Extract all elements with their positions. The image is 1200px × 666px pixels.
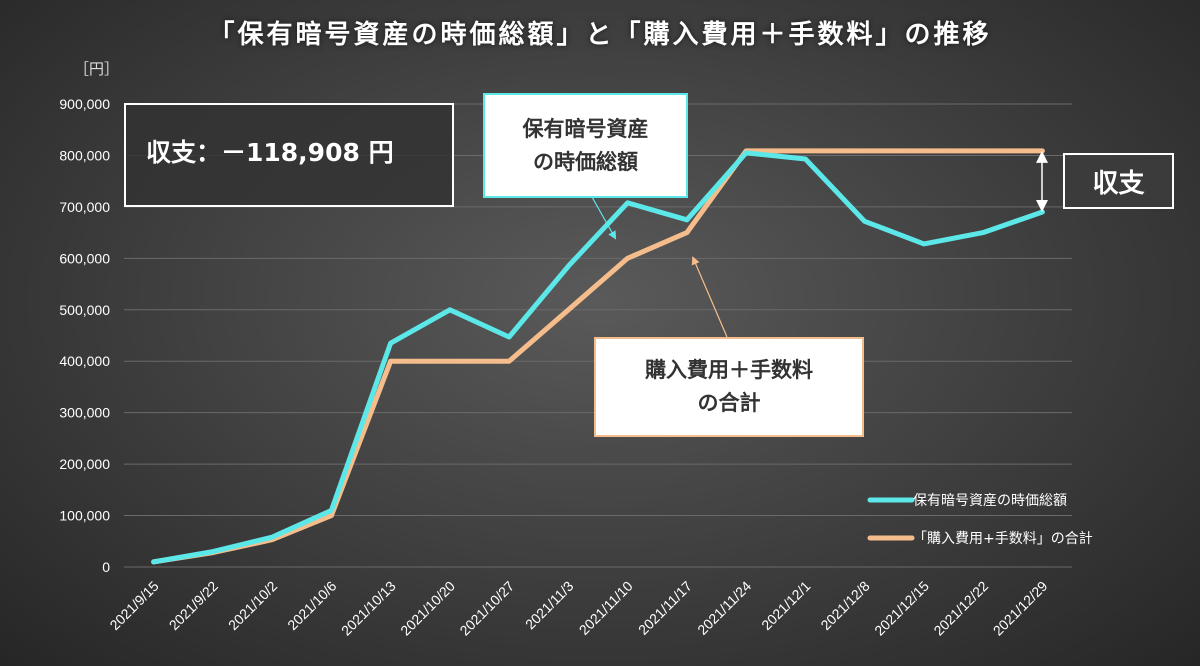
y-tick-label: 600,000: [59, 250, 110, 266]
x-tick-label: 2021/9/15: [106, 578, 162, 634]
x-tick-label: 2021/12/1: [758, 578, 814, 634]
cost-callout: 購入費用＋手数料 の合計: [594, 337, 864, 437]
y-tick-label: 700,000: [59, 199, 110, 215]
x-tick-label: 2021/11/17: [635, 578, 695, 638]
x-tick-label: 2021/11/3: [522, 578, 577, 633]
x-tick-label: 2021/10/2: [225, 578, 281, 634]
x-tick-label: 2021/12/15: [871, 578, 932, 639]
assets-pointer-arrow: [591, 196, 617, 240]
y-tick-label: 400,000: [59, 353, 110, 369]
series-lines: [151, 148, 1045, 565]
cost-pointer-arrow: [691, 256, 728, 338]
y-axis-unit: ［円］: [74, 60, 120, 78]
x-tick-label: 2021/11/24: [694, 578, 754, 638]
series-line-assets: [151, 150, 1045, 565]
x-tick-label: 2021/12/29: [990, 578, 1051, 639]
x-tick-label: 2021/12/22: [930, 578, 991, 639]
legend-label: 「購入費用+手数料」の合計: [913, 531, 1093, 547]
x-tick-label: 2021/10/13: [338, 578, 399, 639]
x-tick-label: 2021/10/27: [456, 578, 517, 639]
callout-pointers: [591, 150, 1048, 338]
legend: 保有暗号資産の時価総額「購入費用+手数料」の合計: [867, 493, 1093, 547]
x-tick-label: 2021/10/6: [284, 578, 340, 634]
y-tick-label: 500,000: [59, 302, 110, 318]
x-axis: 2021/9/15 2021/9/22 2021/10/2 2021/10/62021…: [106, 578, 1050, 639]
y-tick-label: 200,000: [59, 456, 110, 472]
x-tick-label: 2021/12/8: [817, 578, 873, 634]
x-tick-label: 2021/9/22: [166, 578, 222, 634]
balance-callout: 収支：－118,908 円: [124, 103, 454, 207]
y-tick-label: 100,000: [59, 508, 110, 524]
x-tick-label: 2021/11/10: [576, 578, 636, 638]
assets-callout: 保有暗号資産 の時価総額: [483, 93, 688, 198]
y-tick-label: 300,000: [59, 405, 110, 421]
x-tick-label: 2021/10/20: [397, 578, 458, 639]
difference-callout: 収支: [1063, 153, 1174, 209]
legend-label: 保有暗号資産の時価総額: [913, 493, 1067, 509]
y-tick-label: 0: [102, 559, 110, 575]
series-line-cost: [151, 148, 1045, 565]
y-tick-label: 900,000: [59, 96, 110, 112]
y-axis: 0 100,000 200,000 300,000 400,000 500,000 600,…: [59, 96, 110, 575]
y-tick-label: 800,000: [59, 147, 110, 163]
chart-title: 「保有暗号資産の時価総額」と「購入費用＋手数料」の推移: [208, 20, 992, 50]
